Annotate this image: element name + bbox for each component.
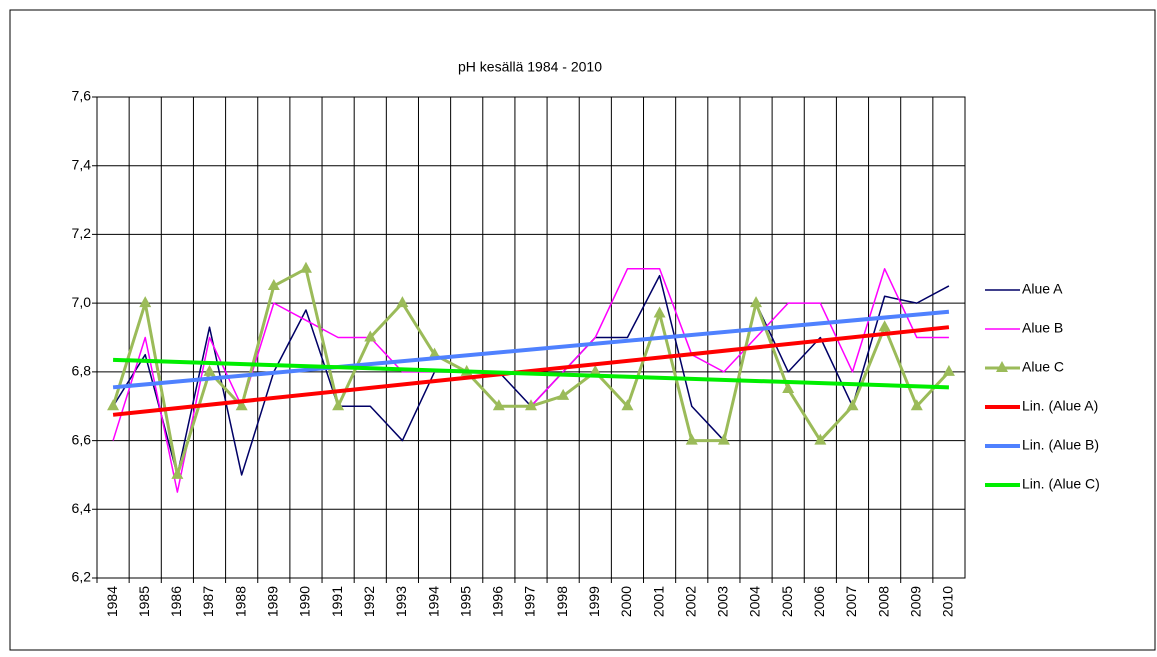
marker [621,399,634,411]
trend-line [112,309,950,390]
marker [139,296,152,308]
marker [910,399,923,411]
marker [942,364,955,376]
x-tick-label: 1992 [361,586,377,617]
x-tick-label: 2009 [907,586,923,617]
marker [557,388,570,400]
x-tick-label: 1991 [329,586,345,617]
x-tick-label: 2007 [843,586,859,617]
x-tick-label: 1998 [554,586,570,617]
y-tick-label: 6,4 [72,500,92,516]
y-tick-label: 7,2 [72,225,92,241]
legend-label: Lin. (Alue A) [1022,398,1098,414]
marker [685,433,698,445]
x-tick-label: 1997 [522,586,538,617]
marker [782,382,795,394]
y-tick-label: 6,6 [72,431,92,447]
marker [846,399,859,411]
x-tick-label: 1996 [490,586,506,617]
y-tick-label: 7,4 [72,156,92,172]
marker [299,261,312,273]
x-tick-label: 2001 [650,586,666,617]
marker [332,399,345,411]
x-tick-label: 1995 [457,586,473,617]
marker [589,364,602,376]
x-tick-label: 1986 [168,586,184,617]
legend-label: Lin. (Alue C) [1022,476,1100,492]
marker [653,306,666,318]
x-tick-label: 2005 [779,586,795,617]
trend-line [112,325,950,417]
y-tick-label: 7,0 [72,294,92,310]
marker [364,330,377,342]
legend-label: Alue A [1022,281,1063,297]
legend-label: Alue C [1022,359,1064,375]
x-tick-label: 2003 [715,586,731,617]
x-tick-label: 2004 [747,586,763,617]
marker [171,467,184,479]
marker [428,347,441,359]
x-tick-label: 2000 [618,586,634,617]
marker [717,433,730,445]
x-tick-label: 2008 [875,586,891,617]
legend-label: Alue B [1022,320,1063,336]
marker [203,364,216,376]
x-tick-label: 1988 [232,586,248,617]
x-tick-label: 2006 [811,586,827,617]
marker [235,399,248,411]
x-tick-label: 2002 [682,586,698,617]
y-tick-label: 6,2 [72,569,92,585]
x-tick-label: 1999 [586,586,602,617]
marker [878,320,891,332]
chart-frame [9,9,1156,651]
x-tick-label: 1989 [265,586,281,617]
x-tick-label: 2010 [940,586,956,617]
marker [396,296,409,308]
chart-title: pH kesällä 1984 - 2010 [458,59,602,75]
y-tick-label: 6,8 [72,363,92,379]
x-tick-label: 1987 [200,586,216,617]
trend-line [113,357,949,390]
x-tick-label: 1994 [425,586,441,617]
marker [492,399,505,411]
x-tick-label: 1984 [104,586,120,617]
legend-label: Lin. (Alue B) [1022,437,1099,453]
x-tick-label: 1993 [393,586,409,617]
marker [750,296,763,308]
marker [814,433,827,445]
marker [267,278,280,290]
marker [525,399,537,411]
legend-marker [996,361,1008,372]
x-tick-label: 1985 [136,586,152,617]
marker [107,399,120,411]
y-tick-label: 7,6 [72,88,92,104]
x-tick-label: 1990 [297,586,313,617]
